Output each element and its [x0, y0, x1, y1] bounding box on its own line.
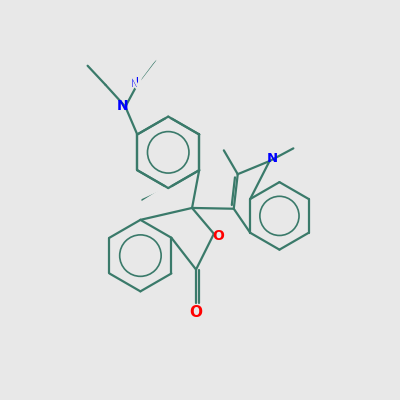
Text: N: N: [129, 76, 140, 90]
Text: N: N: [116, 99, 128, 113]
Text: O: O: [190, 304, 202, 320]
Text: O: O: [213, 229, 225, 243]
Text: N: N: [267, 152, 278, 165]
Text: N: N: [126, 73, 142, 92]
